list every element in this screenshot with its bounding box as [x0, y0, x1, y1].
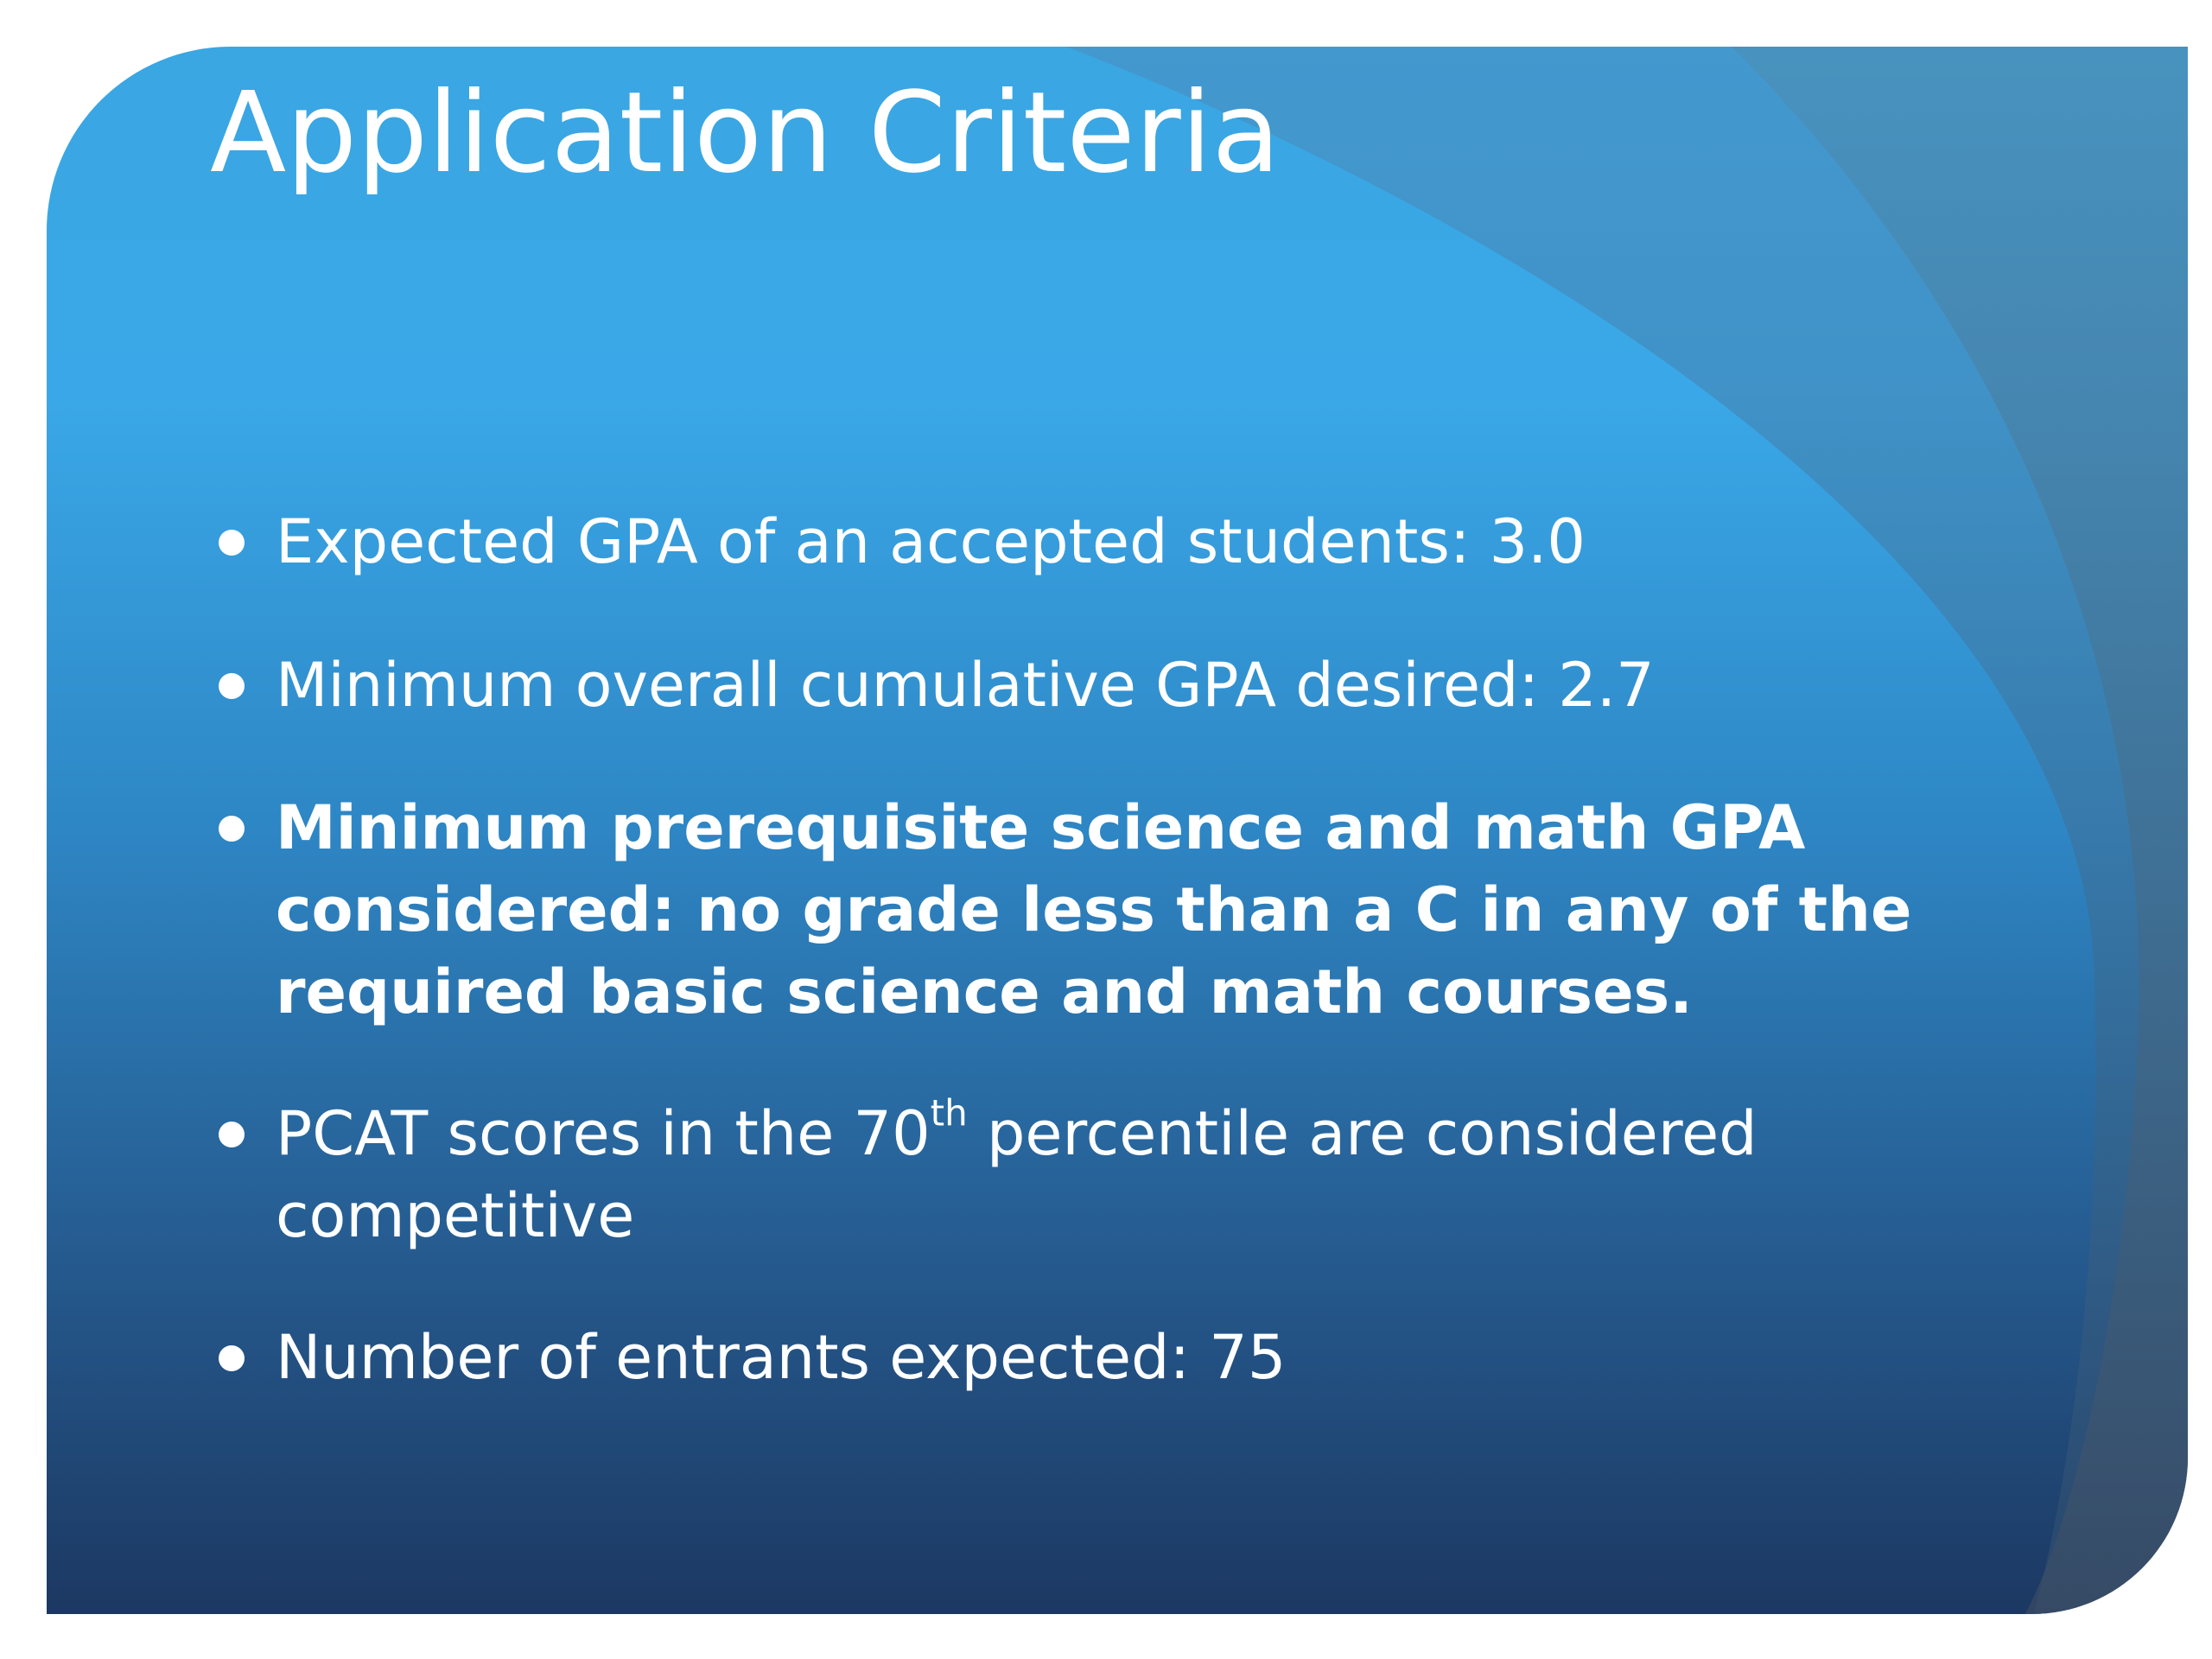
bullet-text: PCAT scores in the 70th percentile are c…	[276, 1095, 1758, 1251]
bullet-dot-icon	[219, 1122, 245, 1147]
list-item: Minimum prerequisite science and math GP…	[210, 787, 1921, 1033]
list-item: Minimum overall cumulative GPA desired: …	[210, 645, 1921, 727]
bullet-dot-icon	[219, 530, 245, 556]
bullet-dot-icon	[219, 816, 245, 842]
bullet-dot-icon	[219, 673, 245, 699]
bullet-text: Minimum prerequisite science and math GP…	[276, 792, 1912, 1027]
list-item: Number of entrants expected: 75	[210, 1317, 1921, 1399]
bullet-text-after: percentile are considered competitive	[276, 1098, 1758, 1251]
bullet-dot-icon	[219, 1345, 245, 1371]
list-item: PCAT scores in the 70th percentile are c…	[210, 1093, 1921, 1257]
bullet-text: Expected GPA of an accepted students: 3.…	[276, 506, 1586, 577]
ordinal-superscript: th	[930, 1091, 968, 1135]
bullet-text: Minimum overall cumulative GPA desired: …	[276, 650, 1655, 721]
bullet-text: Number of entrants expected: 75	[276, 1322, 1287, 1393]
bullet-text-before: PCAT scores in the 70	[276, 1098, 931, 1169]
slide: Application Criteria Expected GPA of an …	[47, 47, 2188, 1614]
slide-background-swoosh	[1066, 47, 2188, 1614]
list-item: Expected GPA of an accepted students: 3.…	[210, 501, 1921, 583]
slide-title: Application Criteria	[210, 68, 1281, 198]
